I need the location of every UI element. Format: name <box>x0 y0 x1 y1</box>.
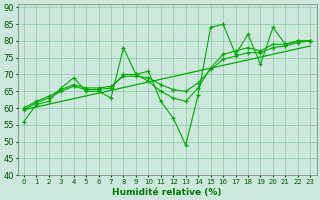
X-axis label: Humidité relative (%): Humidité relative (%) <box>112 188 222 197</box>
